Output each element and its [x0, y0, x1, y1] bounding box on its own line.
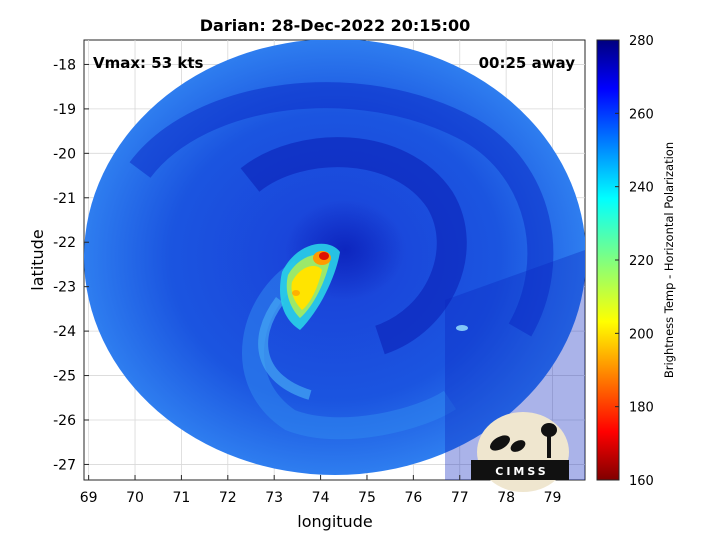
warm-spot	[456, 325, 468, 331]
logo-water-tower-leg	[547, 432, 551, 458]
chart-title: Darian: 28-Dec-2022 20:15:00	[200, 16, 470, 35]
colorbar-tick-label: 280	[629, 34, 654, 49]
x-tick-label: 77	[451, 490, 469, 506]
convection-cell-small	[292, 290, 300, 296]
x-tick-label: 74	[312, 490, 330, 506]
y-tick-label: -25	[53, 369, 76, 385]
spiral-arm-light	[258, 297, 312, 400]
y-tick-label: -26	[53, 413, 76, 429]
x-tick-label: 71	[173, 490, 191, 506]
colorbar-tick-label: 260	[629, 107, 654, 122]
y-tick-label: -23	[53, 280, 76, 296]
y-tick-label: -24	[53, 324, 76, 340]
spiral-arm-west	[242, 260, 457, 440]
x-tick-label: 76	[404, 490, 422, 506]
x-tick-label: 78	[497, 490, 515, 506]
colorbar-tick-label: 180	[629, 401, 654, 416]
microwave-swath	[84, 40, 585, 480]
x-tick-label: 75	[358, 490, 376, 506]
rain-band-outer	[129, 82, 554, 337]
logo-text: CIMSS	[495, 465, 548, 478]
cimss-logo: CIMSS	[471, 412, 569, 492]
colorbar-tick-label: 220	[629, 254, 654, 269]
y-tick-label: -20	[53, 146, 76, 162]
time-away-label: 00:25 away	[479, 54, 576, 72]
convection-red	[319, 252, 329, 260]
y-axis-label: latitude	[28, 229, 47, 290]
x-tick-label: 73	[265, 490, 283, 506]
x-tick-label: 79	[544, 490, 562, 506]
logo-base-band	[471, 460, 569, 480]
colorbar-label: Brightness Temp - Horizontal Polarizatio…	[662, 142, 676, 378]
y-axis-ticks: -18 -19 -20 -21 -22 -23 -24 -25 -26 -27	[53, 57, 89, 473]
colorbar-tick-label: 160	[629, 474, 654, 489]
y-tick-label: -18	[53, 57, 76, 73]
y-tick-label: -19	[53, 102, 76, 118]
y-tick-label: -21	[53, 191, 76, 207]
vmax-label: Vmax: 53 kts	[93, 54, 203, 72]
x-axis-ticks: 69 70 71 72 73 74 75 76 77 78 79	[80, 475, 562, 506]
logo-water-tower-tank	[541, 423, 557, 437]
colorbar-ticks: 280 260 240 220 200 180 160	[615, 34, 654, 489]
colorbar-tick-label: 240	[629, 181, 654, 196]
x-tick-label: 69	[80, 490, 98, 506]
x-tick-label: 70	[126, 490, 144, 506]
x-tick-label: 72	[219, 490, 237, 506]
y-tick-label: -22	[53, 235, 76, 251]
colorbar-tick-label: 200	[629, 327, 654, 342]
y-tick-label: -27	[53, 457, 76, 473]
rain-band-inner	[240, 137, 467, 355]
convection-yellow	[291, 266, 322, 310]
logo-dish-1	[490, 435, 510, 451]
x-axis-label: longitude	[297, 512, 372, 531]
logo-dish-2	[510, 440, 526, 452]
